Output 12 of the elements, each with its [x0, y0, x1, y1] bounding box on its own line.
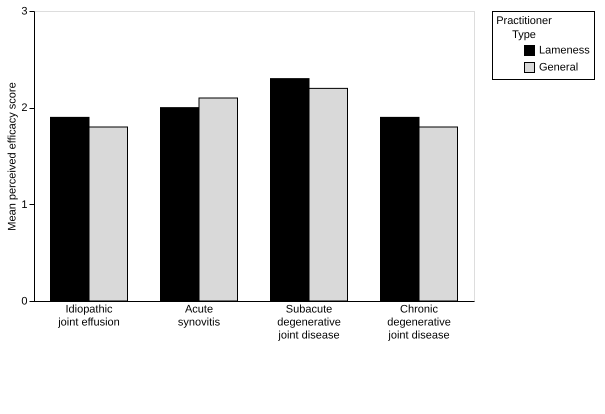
x-tick-label: Idiopathic joint effusion [57, 304, 120, 328]
legend-label: General [539, 62, 578, 74]
legend-title: Practitioner Type [496, 15, 552, 41]
y-tick-label: 0 [21, 296, 28, 308]
x-tick-label: Chronic degenerative joint disease [387, 304, 451, 342]
legend-label: Lameness [539, 44, 590, 56]
y-tick-label: 1 [21, 198, 28, 211]
y-tick-label: 2 [21, 102, 28, 114]
x-tick-label: Subacute degenerative joint disease [277, 304, 341, 342]
x-tick-label: Acute synovitis [178, 304, 221, 328]
y-axis-title: Mean perceived efficacy score [6, 82, 18, 231]
y-tick-label: 3 [21, 6, 28, 18]
